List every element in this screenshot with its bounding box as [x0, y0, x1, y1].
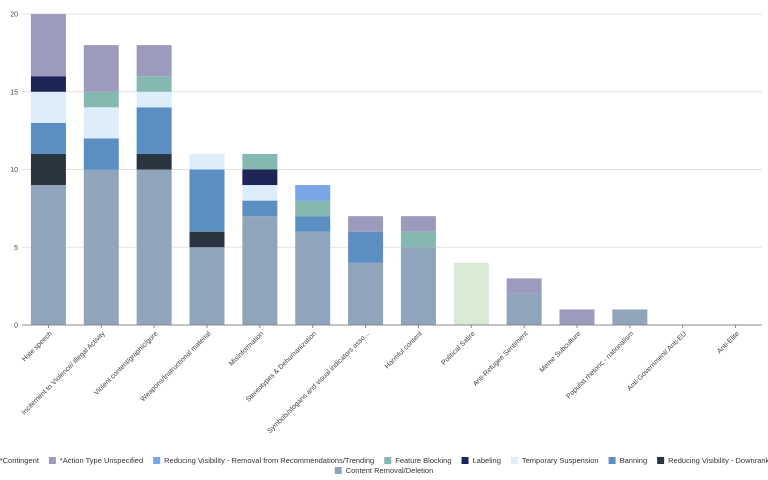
bar-segment: [559, 309, 595, 325]
bar-segment: [400, 216, 436, 232]
y-tick-label: 15: [10, 89, 18, 96]
bar-segment: [136, 153, 172, 170]
bar-segment: [242, 153, 278, 170]
legend-label: Reducing Visibility - Downranking: [668, 456, 768, 465]
bar-segment: [136, 76, 172, 92]
legend-label: Temporary Suspension: [522, 456, 599, 465]
y-tick-label: 0: [14, 323, 18, 330]
legend-label: *Contingent: [0, 456, 40, 465]
bar-segment: [189, 153, 225, 170]
bar-segment: [295, 185, 331, 201]
gridlines: [22, 13, 762, 248]
bar-segment: [189, 169, 225, 232]
legend-label: Reducing Visibility - Removal from Recom…: [164, 456, 374, 465]
x-category-label: Harmful content: [384, 330, 424, 370]
legend-swatch: [461, 457, 469, 464]
bar-segment: [242, 200, 278, 217]
bar-segment: [453, 262, 489, 325]
bar-segment: [30, 153, 66, 186]
legend-label: *Action Type Unspecified: [60, 456, 143, 465]
x-category-label: Meme Subculture: [539, 330, 583, 374]
x-category-label: Political Satire: [440, 330, 476, 366]
bar-segment: [136, 91, 172, 108]
bar-segment: [242, 169, 278, 186]
x-category-label: Anti-Refugee Sentiment: [472, 330, 530, 388]
bar-segment: [242, 185, 278, 201]
legend-swatch: [384, 457, 392, 464]
bar-segment: [30, 122, 66, 154]
bar-segment: [189, 231, 225, 248]
legend-swatch: [153, 457, 161, 464]
bar-segment: [83, 138, 119, 170]
bar-segment: [348, 216, 384, 232]
legend-swatch: [510, 457, 518, 464]
bar-segment: [612, 309, 648, 325]
bar-segment: [83, 45, 119, 92]
legend-label: Content Removal/Deletion: [346, 466, 434, 475]
bars: [30, 14, 648, 325]
bar-segment: [30, 14, 66, 77]
y-tick-label: 10: [10, 167, 18, 174]
legend-swatch: [48, 457, 56, 464]
bar-segment: [506, 278, 542, 294]
x-category-label: Misinformation: [228, 330, 265, 367]
bar-segment: [30, 76, 66, 92]
bar-segment: [83, 107, 119, 139]
legend-swatch: [608, 457, 616, 464]
bar-segment: [400, 231, 436, 248]
bar-segment: [189, 247, 225, 325]
legend: *Contingent *Action Type Unspecified Reduc…: [0, 456, 768, 475]
bar-segment: [83, 169, 119, 325]
bar-segment: [348, 262, 384, 325]
bar-segment: [506, 293, 542, 325]
y-tick-label: 5: [14, 245, 18, 252]
bar-segment: [83, 91, 119, 108]
x-category-label: Incitement to Violence/ Illegal Activity: [21, 330, 107, 416]
bar-segment: [295, 200, 331, 217]
legend-label: Labeling: [473, 456, 501, 465]
bar-segment: [136, 45, 172, 77]
bar-segment: [242, 216, 278, 325]
bar-segment: [30, 185, 66, 325]
bar-segment: [295, 216, 331, 232]
legend-swatch: [657, 457, 665, 464]
legend-swatch: [334, 467, 342, 474]
bar-segment: [400, 247, 436, 325]
bar-segment: [295, 231, 331, 325]
bar-segment: [136, 107, 172, 154]
bar-segment: [348, 231, 384, 263]
x-category-label: Anti-Elite: [716, 330, 741, 355]
x-category-label: Hate speech: [21, 330, 54, 363]
bar-segment: [136, 169, 172, 325]
x-category-label: Symbols/slogans and visual indicators as…: [266, 330, 371, 435]
legend-label: Banning: [620, 456, 648, 465]
y-tick-label: 20: [10, 12, 18, 19]
bar-segment: [30, 91, 66, 123]
x-category-label: Anti-Government/ Anti-EU: [626, 330, 688, 392]
legend-label: Feature Blocking: [395, 456, 451, 465]
